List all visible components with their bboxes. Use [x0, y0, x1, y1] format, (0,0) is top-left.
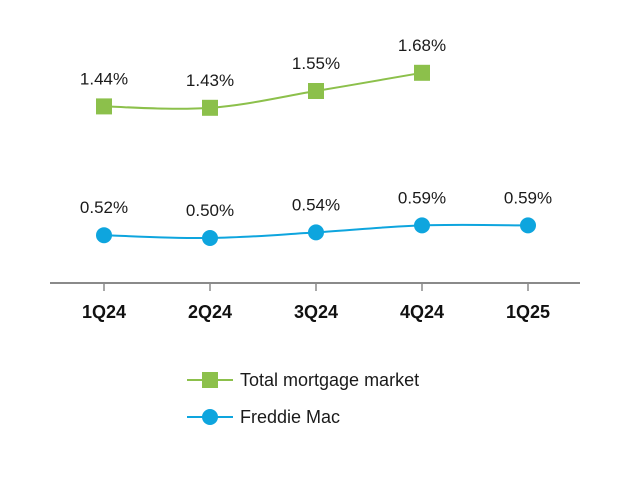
total-mortgage-market-marker	[96, 98, 112, 115]
total-mortgage-market-data-label: 1.55%	[292, 54, 340, 73]
total-mortgage-market-line	[103, 71, 423, 110]
legend: Total mortgage market Freddie Mac	[187, 370, 419, 427]
freddie-mac-marker	[202, 230, 218, 246]
x-tick-label: 4Q24	[400, 302, 444, 322]
series-layer: 1.44% 1.43% 1.55% 1.68% 0.52% 0.50% 0.54% 0.59%…	[80, 36, 552, 246]
x-tick-label: 1Q25	[506, 302, 550, 322]
freddie-mac-data-label: 0.52%	[80, 198, 128, 217]
freddie-mac-marker	[520, 217, 536, 234]
freddie-mac-marker	[414, 217, 430, 234]
total-mortgage-market-marker	[414, 64, 430, 81]
freddie-mac-data-label: 0.54%	[292, 195, 340, 214]
total-mortgage-market-marker	[308, 83, 324, 99]
total-mortgage-market-data-label: 1.44%	[80, 69, 128, 88]
x-tick-label: 3Q24	[294, 302, 338, 322]
freddie-mac-marker	[96, 227, 112, 244]
legend-label: Freddie Mac	[240, 407, 340, 427]
series-total-mortgage-market: 1.44% 1.43% 1.55% 1.68%	[80, 36, 446, 116]
total-mortgage-market-data-label: 1.68%	[398, 36, 446, 55]
total-mortgage-market-data-label: 1.43%	[186, 71, 234, 90]
x-tick-label: 1Q24	[82, 302, 126, 322]
legend-label: Total mortgage market	[240, 370, 419, 390]
x-axis-ticks: 1Q24 2Q24 3Q24 4Q24 1Q25	[82, 283, 550, 322]
series-freddie-mac: 0.52% 0.50% 0.54% 0.59% 0.59%	[80, 188, 552, 246]
freddie-mac-data-label: 0.59%	[398, 188, 446, 207]
legend-item-total-mortgage-market: Total mortgage market	[187, 370, 419, 390]
total-mortgage-market-marker	[202, 99, 218, 116]
freddie-mac-data-label: 0.50%	[186, 201, 234, 220]
legend-square-marker	[202, 372, 218, 388]
x-tick-label: 2Q24	[188, 302, 232, 322]
freddie-mac-marker	[308, 224, 324, 241]
legend-item-freddie-mac: Freddie Mac	[187, 407, 340, 427]
legend-circle-marker	[202, 409, 218, 425]
freddie-mac-data-label: 0.59%	[504, 188, 552, 207]
